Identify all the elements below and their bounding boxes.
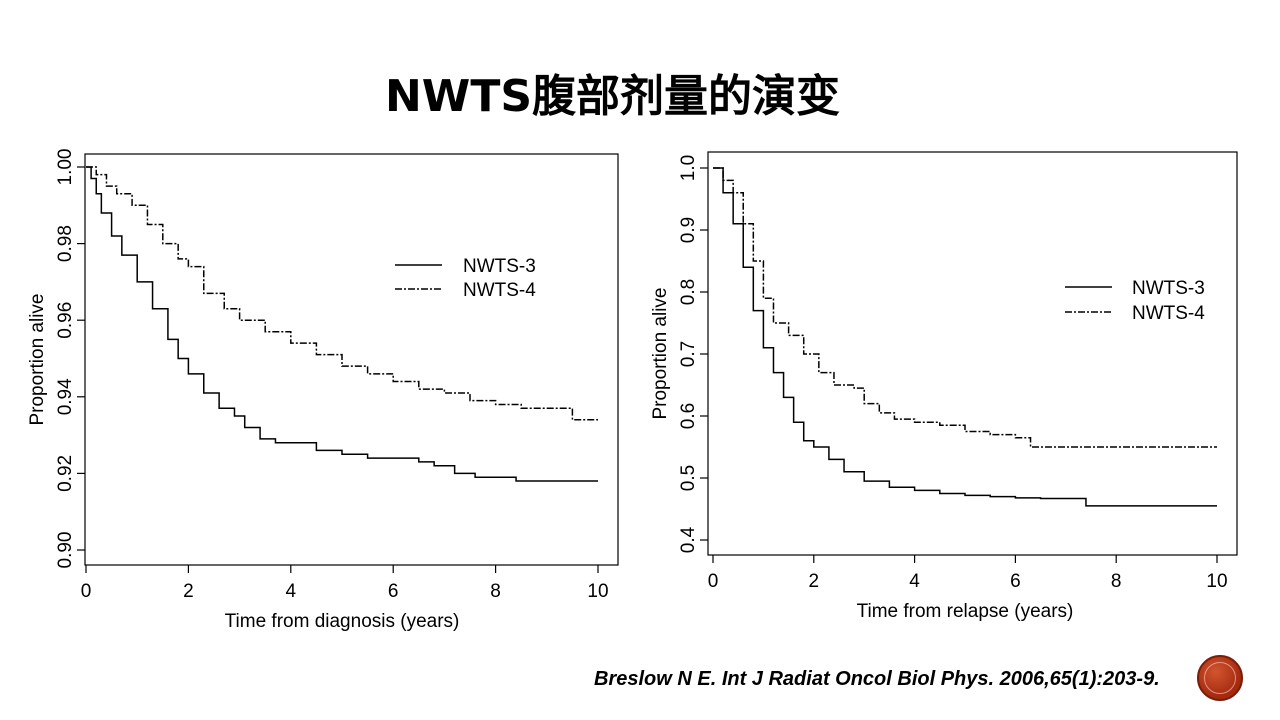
- series-line-nwts-4: [713, 167, 1217, 448]
- x-tick-label: 4: [909, 571, 920, 592]
- x-axis-label: Time from relapse (years): [857, 601, 1074, 622]
- series-line-nwts-3: [713, 167, 1217, 507]
- y-tick-label: 0.94: [55, 378, 76, 415]
- citation: Breslow N E. Int J Radiat Oncol Biol Phy…: [594, 668, 1160, 690]
- chart-survival-relapse: 0 2 4 6 8 10 0.4 0.5 0.6 0.7 0.8 0.9 1.0 Time from re…: [650, 151, 1238, 622]
- y-tick-label: 0.90: [55, 532, 76, 569]
- y-tick-label: 0.7: [678, 341, 699, 367]
- plot-frame: [707, 151, 1238, 556]
- slide-title: NWTS腹部剂量的演变: [384, 71, 841, 122]
- y-tick-label: 0.5: [678, 465, 699, 491]
- x-tick-label: 2: [183, 581, 194, 602]
- y-axis-label: Proportion alive: [27, 293, 48, 425]
- x-tick-label: 8: [1111, 571, 1122, 592]
- y-tick-label: 0.96: [55, 302, 76, 339]
- x-tick-label: 10: [587, 581, 608, 602]
- legend-label: NWTS-4: [463, 280, 536, 301]
- legend-label: NWTS-3: [1132, 278, 1205, 299]
- series-line-nwts-3: [86, 166, 598, 482]
- series-line-nwts-4: [86, 166, 598, 421]
- plot-frame: [84, 153, 619, 566]
- x-tick-label: 6: [1010, 571, 1021, 592]
- x-tick-label: 0: [81, 581, 92, 602]
- x-tick-label: 4: [286, 581, 297, 602]
- y-tick-label: 0.92: [55, 455, 76, 492]
- x-tick-label: 10: [1206, 571, 1227, 592]
- y-tick-label: 0.9: [678, 217, 699, 243]
- x-tick-label: 8: [490, 581, 501, 602]
- x-axis-label: Time from diagnosis (years): [225, 611, 460, 632]
- y-tick-label: 1.00: [55, 149, 76, 186]
- y-axis-label: Proportion alive: [650, 287, 671, 419]
- chart-survival-diagnosis: 0 2 4 6 8 10 0.90 0.92 0.94 0.96 0.98 1.00 Time from…: [27, 149, 619, 632]
- y-tick-label: 0.4: [678, 526, 699, 553]
- y-tick-label: 0.98: [55, 225, 76, 262]
- y-tick-label: 0.8: [678, 279, 699, 305]
- x-tick-label: 6: [388, 581, 399, 602]
- x-tick-label: 2: [809, 571, 820, 592]
- circle-emblem-icon: [1197, 655, 1243, 701]
- x-tick-label: 0: [708, 571, 719, 592]
- legend-label: NWTS-4: [1132, 303, 1205, 324]
- y-tick-label: 0.6: [678, 403, 699, 429]
- legend-label: NWTS-3: [463, 256, 536, 277]
- y-tick-label: 1.0: [678, 155, 699, 181]
